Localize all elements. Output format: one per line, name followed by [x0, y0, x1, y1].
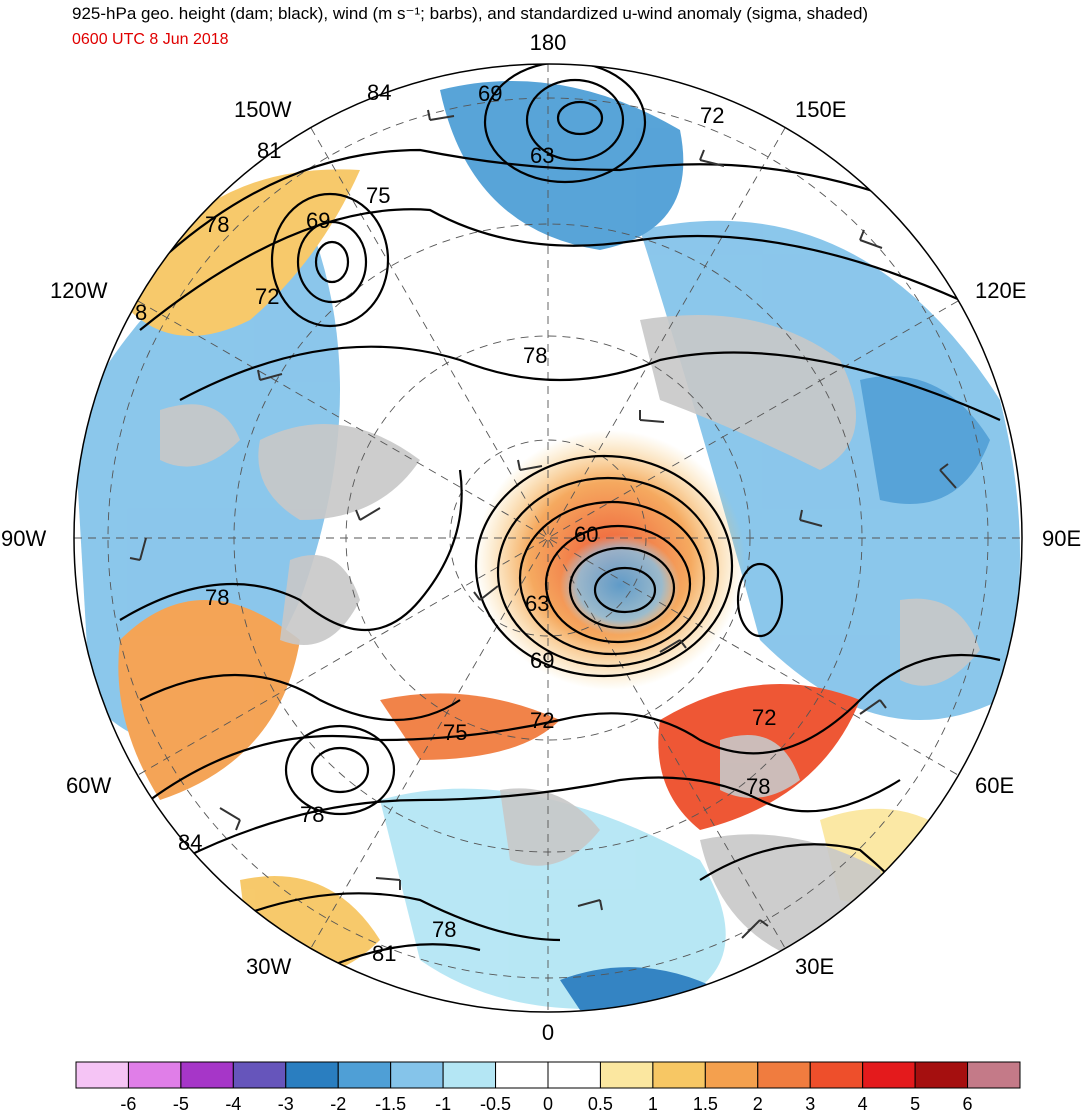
colorbar-swatch: [127, 1061, 182, 1089]
colorbar-swatch: [232, 1061, 287, 1089]
colorbar-tick-label: 6: [963, 1094, 973, 1112]
colorbar-tick-label: -1: [435, 1094, 451, 1112]
height-label: 78: [205, 212, 229, 237]
height-labels: 84 81 78 75 72 69 63 60 63 69 72 75 72 7…: [135, 80, 776, 966]
colorbar-swatch: [180, 1061, 234, 1089]
colorbar-tick-label: 4: [858, 1094, 868, 1112]
height-label: 78: [432, 917, 456, 942]
height-label: 69: [478, 81, 502, 106]
colorbar-swatch: [442, 1061, 497, 1089]
colorbar-swatch: [704, 1061, 759, 1089]
height-label: 72: [255, 284, 279, 309]
lon-label-120e: 120E: [975, 278, 1026, 303]
lon-label-30w: 30W: [246, 954, 291, 979]
colorbar: [75, 1061, 1021, 1089]
height-label: 75: [443, 720, 467, 745]
colorbar-swatch: [390, 1061, 444, 1089]
colorbar-swatch: [599, 1061, 654, 1089]
lon-label-150w: 150W: [234, 97, 292, 122]
anomaly-inner: [560, 535, 680, 635]
colorbar-tick-label: -5: [173, 1094, 189, 1112]
colorbar-swatch: [652, 1061, 706, 1089]
map-title: 925-hPa geo. height (dam; black), wind (…: [72, 4, 869, 23]
height-label: 78: [300, 802, 324, 827]
height-label: 63: [525, 591, 549, 616]
colorbar-tick-label: -1.5: [375, 1094, 406, 1112]
colorbar-swatch: [809, 1061, 864, 1089]
colorbar-labels: -6 -5 -4 -3 -2 -1.5 -1 -0.5 0 0.5 1 1.5 2 3 4 5 6: [120, 1094, 972, 1112]
graticule: [74, 64, 1022, 1012]
colorbar-tick-label: -6: [120, 1094, 136, 1112]
colorbar-tick-label: -0.5: [480, 1094, 511, 1112]
colorbar-swatch: [862, 1061, 916, 1089]
colorbar-swatch: [914, 1061, 969, 1089]
colorbar-swatch: [967, 1061, 1021, 1089]
height-label: 84: [178, 830, 202, 855]
map-border: [73, 63, 1023, 1013]
lon-label-60w: 60W: [66, 773, 111, 798]
colorbar-swatch: [75, 1061, 129, 1089]
colorbar-swatch: [495, 1061, 549, 1089]
colorbar-tick-label: 1.5: [693, 1094, 718, 1112]
height-label: 60: [574, 522, 598, 547]
height-label: 84: [367, 80, 391, 105]
height-label: 63: [530, 143, 554, 168]
height-label: 8: [135, 300, 147, 325]
height-label: 72: [530, 708, 554, 733]
colorbar-tick-label: 3: [805, 1094, 815, 1112]
height-label: 75: [366, 183, 390, 208]
height-label: 72: [752, 705, 776, 730]
height-label: 78: [205, 585, 229, 610]
colorbar-tick-label: 1: [648, 1094, 658, 1112]
height-label: 78: [523, 343, 547, 368]
colorbar-tick-label: 2: [753, 1094, 763, 1112]
colorbar-tick-label: -3: [278, 1094, 294, 1112]
height-label: 72: [700, 103, 724, 128]
colorbar-tick-label: 5: [910, 1094, 920, 1112]
lon-label-120w: 120W: [50, 278, 108, 303]
colorbar-swatch: [285, 1061, 339, 1089]
height-contours: [119, 64, 1001, 981]
lon-label-60e: 60E: [975, 773, 1014, 798]
colorbar-swatch: [757, 1061, 811, 1089]
lon-label-0: 0: [542, 1020, 554, 1045]
colorbar-tick-label: 0: [543, 1094, 553, 1112]
colorbar-tick-label: -2: [330, 1094, 346, 1112]
lon-label-150e: 150E: [795, 97, 846, 122]
map-valid-time: 0600 UTC 8 Jun 2018: [72, 31, 229, 48]
colorbar-tick-label: 0.5: [588, 1094, 613, 1112]
lon-label-90w: 90W: [1, 526, 46, 551]
height-label: 69: [306, 208, 330, 233]
height-label: 78: [746, 774, 770, 799]
map-field: [74, 64, 1022, 1012]
lon-label-90e: 90E: [1042, 526, 1081, 551]
lon-label-180: 180: [530, 30, 567, 55]
colorbar-tick-label: -4: [225, 1094, 241, 1112]
height-label: 69: [530, 648, 554, 673]
height-label: 81: [257, 138, 281, 163]
colorbar-swatch: [337, 1061, 392, 1089]
height-label: 81: [372, 941, 396, 966]
lon-label-30e: 30E: [795, 954, 834, 979]
colorbar-swatch: [547, 1061, 601, 1089]
longitude-labels: 180 150E 120E 90E 60E 30E 0 30W 60W 90W …: [1, 30, 1081, 1045]
